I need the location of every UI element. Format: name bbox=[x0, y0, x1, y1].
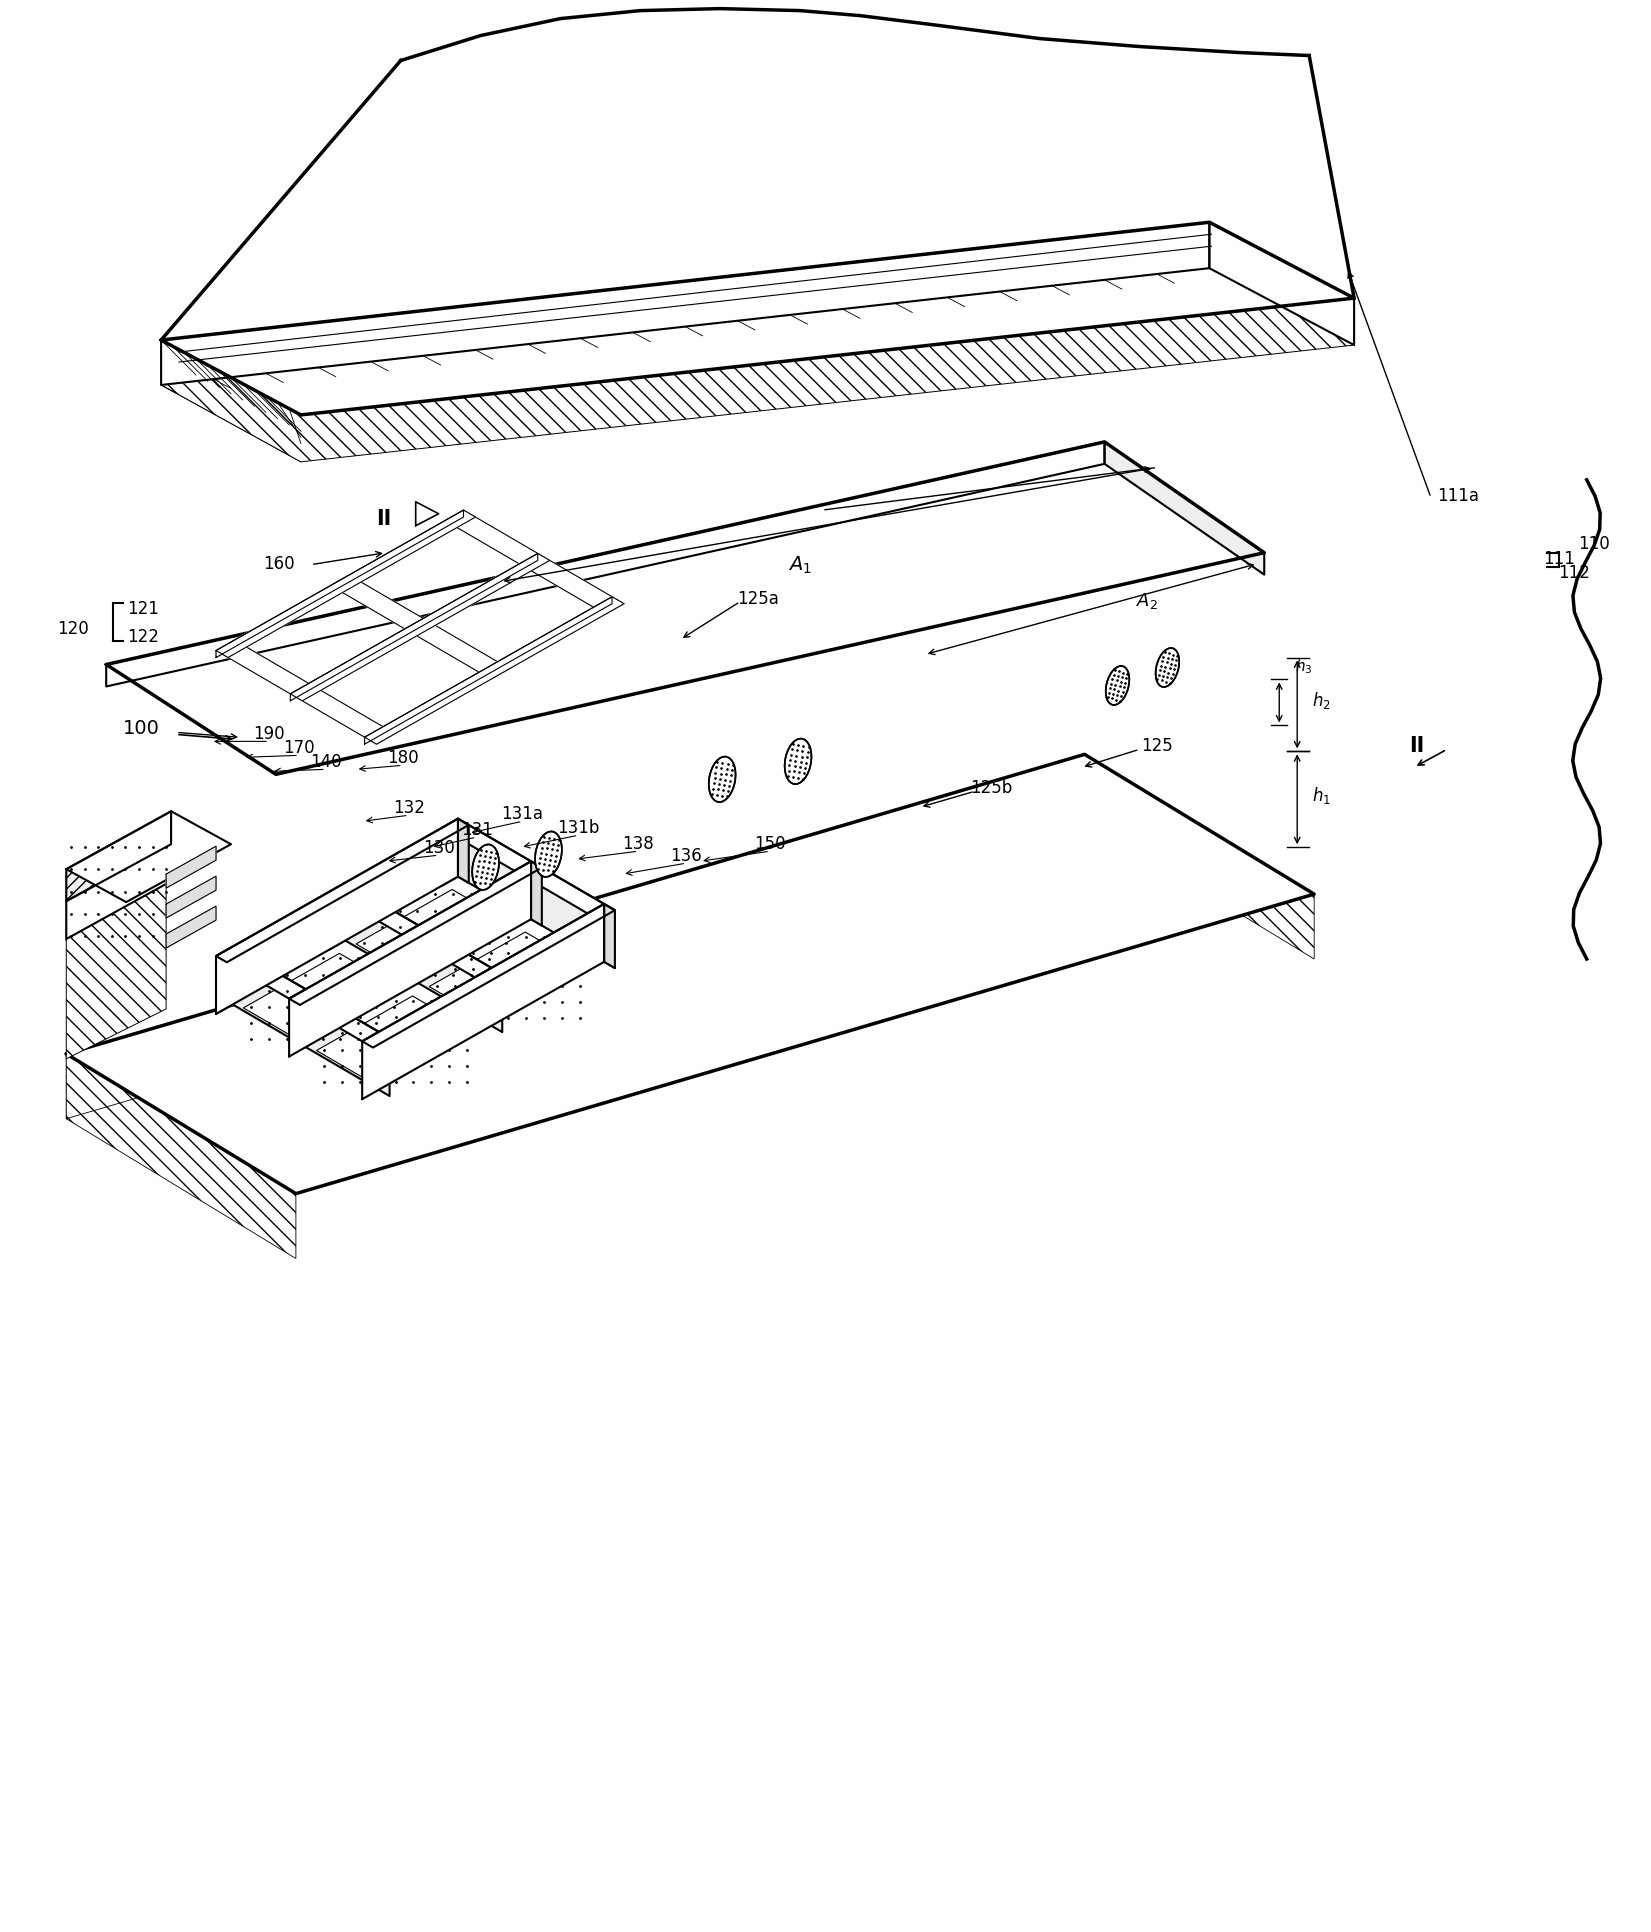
Text: 125a: 125a bbox=[738, 589, 779, 607]
Text: II: II bbox=[1410, 736, 1425, 755]
Text: 125: 125 bbox=[1141, 736, 1174, 755]
Polygon shape bbox=[1105, 442, 1265, 576]
Polygon shape bbox=[452, 825, 532, 871]
Polygon shape bbox=[66, 844, 172, 939]
Polygon shape bbox=[291, 554, 550, 701]
Text: 125b: 125b bbox=[971, 779, 1012, 796]
Ellipse shape bbox=[784, 740, 811, 784]
Text: 121: 121 bbox=[127, 599, 158, 618]
Polygon shape bbox=[429, 933, 588, 1024]
Polygon shape bbox=[66, 811, 172, 902]
Polygon shape bbox=[216, 510, 464, 659]
Text: 111: 111 bbox=[1542, 549, 1575, 568]
Text: 138: 138 bbox=[622, 835, 654, 852]
Polygon shape bbox=[446, 510, 624, 614]
Text: 160: 160 bbox=[263, 554, 296, 572]
Text: 111a: 111a bbox=[1436, 487, 1479, 504]
Polygon shape bbox=[532, 862, 542, 925]
Polygon shape bbox=[216, 947, 233, 1014]
Polygon shape bbox=[441, 819, 457, 887]
Polygon shape bbox=[525, 867, 604, 914]
Polygon shape bbox=[162, 269, 1354, 462]
Polygon shape bbox=[216, 510, 475, 659]
Text: 190: 190 bbox=[253, 724, 284, 744]
Polygon shape bbox=[216, 641, 234, 659]
Polygon shape bbox=[416, 502, 439, 526]
Polygon shape bbox=[162, 222, 1209, 386]
Polygon shape bbox=[457, 819, 469, 883]
Text: II: II bbox=[376, 508, 391, 529]
Text: 122: 122 bbox=[127, 628, 158, 645]
Polygon shape bbox=[446, 510, 464, 527]
Text: 140: 140 bbox=[310, 753, 342, 771]
Text: 120: 120 bbox=[58, 620, 89, 638]
Text: $A_1$: $A_1$ bbox=[788, 554, 812, 576]
Polygon shape bbox=[226, 952, 305, 999]
Text: 180: 180 bbox=[386, 750, 418, 767]
Polygon shape bbox=[167, 906, 216, 949]
Polygon shape bbox=[66, 755, 1314, 1194]
Text: $h_1$: $h_1$ bbox=[1311, 784, 1331, 806]
Ellipse shape bbox=[535, 833, 561, 877]
Text: 150: 150 bbox=[755, 835, 786, 852]
Polygon shape bbox=[66, 1055, 296, 1260]
Polygon shape bbox=[66, 811, 231, 902]
Polygon shape bbox=[106, 442, 1105, 688]
Polygon shape bbox=[233, 947, 390, 1097]
Text: $h_2$: $h_2$ bbox=[1313, 690, 1331, 711]
Polygon shape bbox=[216, 641, 395, 746]
Polygon shape bbox=[167, 877, 216, 918]
Polygon shape bbox=[345, 883, 502, 1032]
Polygon shape bbox=[604, 904, 614, 968]
Text: 100: 100 bbox=[122, 719, 160, 738]
Text: 131b: 131b bbox=[558, 819, 599, 837]
Text: $A_2$: $A_2$ bbox=[1136, 591, 1159, 611]
Polygon shape bbox=[330, 576, 510, 680]
Polygon shape bbox=[362, 904, 604, 1099]
Text: 132: 132 bbox=[393, 798, 424, 817]
Text: 131: 131 bbox=[461, 821, 492, 838]
Polygon shape bbox=[365, 597, 613, 746]
Polygon shape bbox=[362, 904, 614, 1047]
Polygon shape bbox=[289, 862, 532, 1057]
Polygon shape bbox=[291, 554, 538, 701]
Text: 136: 136 bbox=[670, 846, 702, 866]
Polygon shape bbox=[167, 846, 216, 889]
Polygon shape bbox=[317, 997, 475, 1088]
Polygon shape bbox=[66, 819, 167, 1059]
Polygon shape bbox=[300, 997, 378, 1041]
Text: 170: 170 bbox=[282, 738, 315, 757]
Polygon shape bbox=[357, 891, 515, 981]
Text: 112: 112 bbox=[1559, 564, 1590, 582]
Polygon shape bbox=[413, 931, 492, 978]
Polygon shape bbox=[106, 442, 1265, 775]
Polygon shape bbox=[162, 340, 300, 462]
Polygon shape bbox=[1209, 222, 1354, 346]
Polygon shape bbox=[329, 883, 345, 951]
Polygon shape bbox=[216, 819, 469, 962]
Polygon shape bbox=[216, 819, 457, 1014]
Ellipse shape bbox=[472, 844, 499, 891]
Text: $h_3$: $h_3$ bbox=[1296, 657, 1313, 676]
Text: 131a: 131a bbox=[502, 806, 543, 823]
Polygon shape bbox=[162, 222, 1354, 415]
Text: 110: 110 bbox=[1578, 535, 1610, 553]
Polygon shape bbox=[365, 597, 624, 746]
Polygon shape bbox=[1085, 755, 1314, 960]
Polygon shape bbox=[243, 954, 401, 1045]
Ellipse shape bbox=[1106, 667, 1129, 705]
Ellipse shape bbox=[1156, 649, 1179, 688]
Polygon shape bbox=[330, 576, 348, 593]
Polygon shape bbox=[340, 889, 418, 935]
Text: 130: 130 bbox=[423, 838, 454, 856]
Polygon shape bbox=[66, 755, 1085, 1119]
Polygon shape bbox=[457, 819, 614, 968]
Ellipse shape bbox=[708, 757, 736, 802]
Polygon shape bbox=[289, 862, 542, 1005]
